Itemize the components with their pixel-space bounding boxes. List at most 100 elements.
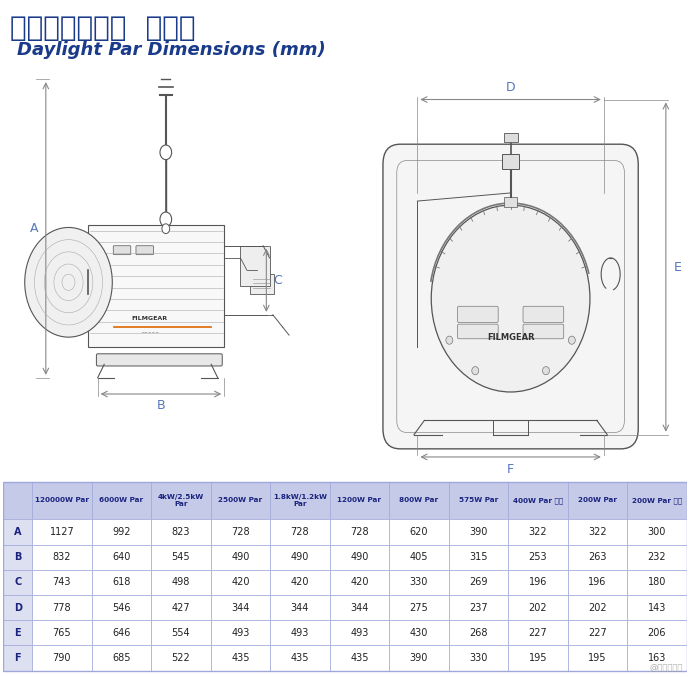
Text: 195: 195 xyxy=(529,653,547,663)
FancyBboxPatch shape xyxy=(523,306,564,322)
Bar xyxy=(568,544,627,570)
Text: 498: 498 xyxy=(172,577,190,588)
Text: 268: 268 xyxy=(469,628,488,638)
Text: 322: 322 xyxy=(529,527,547,537)
Bar xyxy=(627,481,687,519)
Bar xyxy=(330,570,389,595)
Bar xyxy=(3,570,32,595)
Bar xyxy=(627,519,687,544)
Circle shape xyxy=(542,367,549,375)
Bar xyxy=(508,481,568,519)
Bar xyxy=(151,544,210,570)
Text: 195: 195 xyxy=(588,653,607,663)
Bar xyxy=(627,570,687,595)
Text: 4kW/2.5kW
Par: 4kW/2.5kW Par xyxy=(158,494,204,507)
Text: 728: 728 xyxy=(231,527,250,537)
Text: 490: 490 xyxy=(290,552,309,562)
Bar xyxy=(448,595,508,620)
Bar xyxy=(627,620,687,645)
Bar xyxy=(627,645,687,671)
Circle shape xyxy=(472,367,479,375)
Text: 2500W Par: 2500W Par xyxy=(218,498,262,504)
Text: 180: 180 xyxy=(648,577,666,588)
Text: D: D xyxy=(14,603,22,613)
Bar xyxy=(270,570,330,595)
Bar xyxy=(32,595,92,620)
Text: 390: 390 xyxy=(469,527,488,537)
Bar xyxy=(568,570,627,595)
Text: 490: 490 xyxy=(350,552,368,562)
Text: 200W Par: 200W Par xyxy=(578,498,617,504)
Circle shape xyxy=(431,205,590,392)
Text: 高色温直射镝灯  规格表: 高色温直射镝灯 规格表 xyxy=(10,14,196,41)
Text: 315: 315 xyxy=(469,552,488,562)
Bar xyxy=(151,620,210,645)
Text: ─ ─ ─ ─ ─: ─ ─ ─ ─ ─ xyxy=(141,331,158,335)
Text: FILMGEAR: FILMGEAR xyxy=(132,316,168,322)
Bar xyxy=(210,544,270,570)
Text: 344: 344 xyxy=(350,603,368,613)
Text: 227: 227 xyxy=(588,628,607,638)
Text: 196: 196 xyxy=(588,577,607,588)
Text: 743: 743 xyxy=(52,577,71,588)
Text: 275: 275 xyxy=(409,603,428,613)
Bar xyxy=(88,225,224,347)
Bar xyxy=(32,620,92,645)
Text: E: E xyxy=(674,261,682,274)
Bar xyxy=(210,620,270,645)
Text: 685: 685 xyxy=(112,653,130,663)
Bar xyxy=(210,645,270,671)
Bar xyxy=(508,570,568,595)
Bar xyxy=(504,197,517,207)
Text: B: B xyxy=(157,399,166,412)
Bar xyxy=(210,519,270,544)
Text: 263: 263 xyxy=(588,552,607,562)
Text: 790: 790 xyxy=(52,653,71,663)
Text: 618: 618 xyxy=(112,577,130,588)
Bar xyxy=(504,133,518,142)
Text: 728: 728 xyxy=(290,527,309,537)
Bar xyxy=(3,595,32,620)
Text: Daylight Par Dimensions (mm): Daylight Par Dimensions (mm) xyxy=(17,41,326,59)
Text: 322: 322 xyxy=(588,527,607,537)
Text: 420: 420 xyxy=(231,577,250,588)
Bar xyxy=(3,620,32,645)
Text: 330: 330 xyxy=(410,577,428,588)
Text: 435: 435 xyxy=(350,653,368,663)
Bar xyxy=(32,544,92,570)
Bar xyxy=(250,274,275,294)
Text: 545: 545 xyxy=(172,552,190,562)
Text: 405: 405 xyxy=(410,552,428,562)
Text: 300: 300 xyxy=(648,527,666,537)
Text: 765: 765 xyxy=(52,628,71,638)
Text: C: C xyxy=(14,577,21,588)
Text: 823: 823 xyxy=(172,527,190,537)
Text: 196: 196 xyxy=(529,577,547,588)
FancyBboxPatch shape xyxy=(136,246,153,255)
Bar xyxy=(389,481,448,519)
Bar xyxy=(508,645,568,671)
Bar xyxy=(508,519,568,544)
Text: 575W Par: 575W Par xyxy=(459,498,498,504)
Bar xyxy=(92,645,151,671)
Text: 237: 237 xyxy=(469,603,488,613)
Bar xyxy=(627,595,687,620)
Text: 120000W Par: 120000W Par xyxy=(35,498,89,504)
Text: 6000W Par: 6000W Par xyxy=(99,498,144,504)
Bar xyxy=(270,481,330,519)
Text: 435: 435 xyxy=(231,653,250,663)
Bar xyxy=(448,519,508,544)
Text: 202: 202 xyxy=(588,603,607,613)
Bar xyxy=(448,620,508,645)
Bar xyxy=(3,481,32,519)
Bar xyxy=(448,570,508,595)
Text: 1200W Par: 1200W Par xyxy=(337,498,382,504)
Text: 269: 269 xyxy=(469,577,488,588)
Text: 546: 546 xyxy=(112,603,130,613)
FancyBboxPatch shape xyxy=(113,246,131,255)
Bar xyxy=(330,481,389,519)
Bar xyxy=(568,645,627,671)
Bar xyxy=(3,645,32,671)
Text: 490: 490 xyxy=(231,552,250,562)
Circle shape xyxy=(446,336,453,344)
